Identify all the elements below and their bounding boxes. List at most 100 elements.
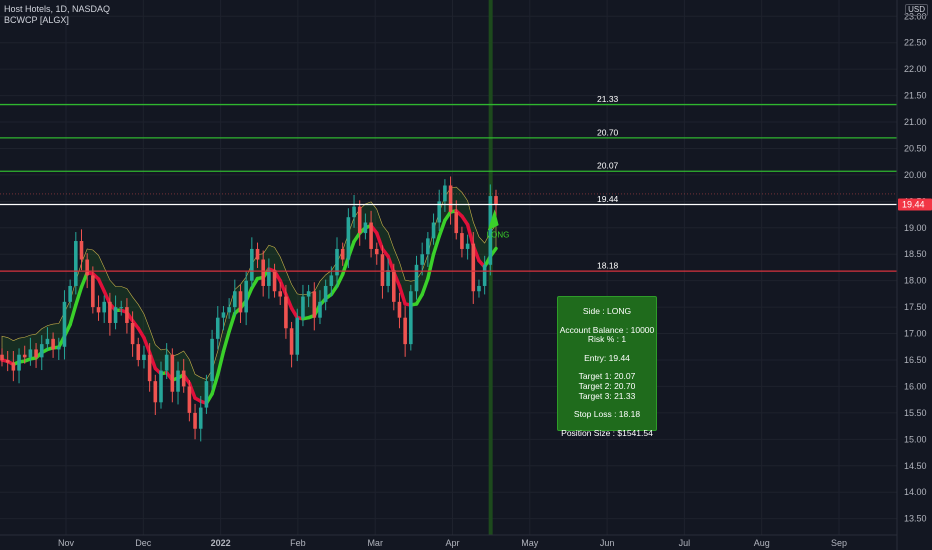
x-tick-label: Feb	[290, 538, 306, 548]
y-tick-label: 15.50	[904, 408, 927, 418]
candle-body	[409, 291, 413, 345]
candle-body	[85, 259, 89, 276]
x-axis[interactable]: Nov Dec 2022 Feb Mar Apr May Jun Jul Aug Sep	[0, 534, 897, 548]
candle-body	[45, 338, 50, 345]
candle-body	[397, 301, 402, 318]
candle-body	[261, 259, 265, 286]
y-tick-label: 20.50	[904, 143, 927, 153]
entry-text: Entry: 19.44	[584, 352, 630, 363]
candle-body	[357, 206, 362, 234]
candle-body	[443, 185, 447, 202]
candle-body	[494, 196, 498, 205]
candle-body	[431, 222, 436, 239]
y-tick-label: 13.50	[904, 514, 927, 524]
y-tick-label: 21.00	[904, 117, 927, 127]
candle-body	[221, 312, 226, 318]
candle-body	[437, 201, 442, 223]
x-tick-label: Aug	[754, 538, 770, 548]
x-tick-label: Apr	[445, 538, 459, 548]
y-tick-label: 16.50	[904, 355, 927, 365]
candle-body	[335, 248, 339, 276]
candle-body	[391, 270, 396, 302]
band-segment	[420, 276, 430, 297]
candle-body	[420, 254, 424, 265]
candle-body	[312, 291, 317, 318]
band-segment	[289, 306, 300, 320]
band-segment	[227, 311, 237, 334]
y-tick-label: 18.50	[904, 249, 927, 259]
candle-body	[233, 291, 237, 308]
band-segment	[335, 272, 345, 288]
x-tick-label: Dec	[135, 538, 152, 548]
y-axis[interactable]: 13.50 14.00 14.50 15.00 15.50 16.00 16.50 17.00…	[896, 0, 932, 550]
band-segment	[278, 278, 288, 297]
candle-body	[454, 211, 459, 234]
candle-body	[62, 301, 67, 347]
candle-body	[176, 370, 180, 392]
candle-body	[426, 238, 430, 255]
indicator-name[interactable]: BCWCP [ALGX]	[4, 15, 69, 25]
last-price-tag	[898, 198, 932, 211]
candle-body	[119, 307, 124, 309]
x-tick-label: 2022	[211, 538, 231, 548]
candle-body	[28, 349, 33, 358]
x-tick-label: Sep	[831, 538, 847, 548]
target-3-text: Target 3: 21.33	[578, 390, 636, 401]
band-segment	[221, 329, 231, 354]
long-signal-label: LONG	[487, 230, 510, 239]
x-tick-label: Nov	[58, 538, 75, 548]
candle-body	[488, 196, 493, 265]
candle-body	[74, 241, 78, 286]
candle-body	[301, 296, 305, 318]
candle-body	[68, 285, 72, 302]
y-tick-label: 22.00	[904, 64, 927, 74]
band-segment	[426, 252, 436, 281]
band-segment	[414, 292, 424, 306]
side-text: Side : LONG	[582, 306, 632, 316]
y-tick-label: 14.50	[904, 461, 927, 471]
band-segment	[386, 254, 396, 274]
candle-body	[278, 291, 283, 297]
level-label: 20.70	[597, 127, 619, 137]
long-signal: LONG	[487, 209, 510, 239]
position-info-box: Side : LONG Account Balance : 10000 Risk…	[557, 296, 657, 437]
candle-body	[227, 307, 231, 313]
band-segment	[68, 303, 78, 327]
candle-body	[102, 301, 107, 313]
candle-body	[250, 248, 254, 281]
candle-body	[34, 349, 38, 358]
band-segment	[210, 373, 220, 396]
y-tick-label: 15.00	[904, 434, 927, 444]
level-label: 21.33	[597, 94, 619, 104]
candle-body	[113, 307, 118, 323]
stop-loss-text: Stop Loss : 18.18	[573, 409, 641, 420]
candle-body	[0, 354, 4, 360]
symbol-title[interactable]: Host Hotels, 1D, NASDAQ	[4, 4, 111, 14]
band-segment	[74, 285, 84, 307]
band-segment	[397, 284, 407, 306]
candle-body	[170, 354, 175, 392]
band-segment	[136, 326, 146, 340]
currency-label[interactable]: USD	[905, 4, 928, 16]
candle-body	[386, 270, 390, 286]
candle-body	[130, 322, 135, 345]
candle-body	[11, 362, 16, 371]
account-balance-text: Account Balance : 10000	[559, 324, 655, 335]
y-tick-label: 20.00	[904, 170, 927, 180]
band-segment	[375, 231, 385, 251]
x-tick-label: Jun	[600, 538, 615, 548]
candle-body	[244, 280, 248, 313]
candle-body	[329, 275, 334, 286]
long-arrow-icon	[487, 209, 499, 231]
candle-body	[153, 381, 158, 403]
indicator-band	[0, 186, 498, 406]
y-tick-label: 16.00	[904, 381, 927, 391]
candle-body	[323, 285, 328, 302]
level-label: 19.44	[597, 194, 619, 204]
candle-body	[147, 354, 152, 382]
candle-body	[340, 248, 345, 260]
candle-body	[284, 296, 288, 329]
candle-body	[352, 206, 356, 218]
chart-legend: Host Hotels, 1D, NASDAQ BCWCP [ALGX]	[4, 4, 110, 26]
